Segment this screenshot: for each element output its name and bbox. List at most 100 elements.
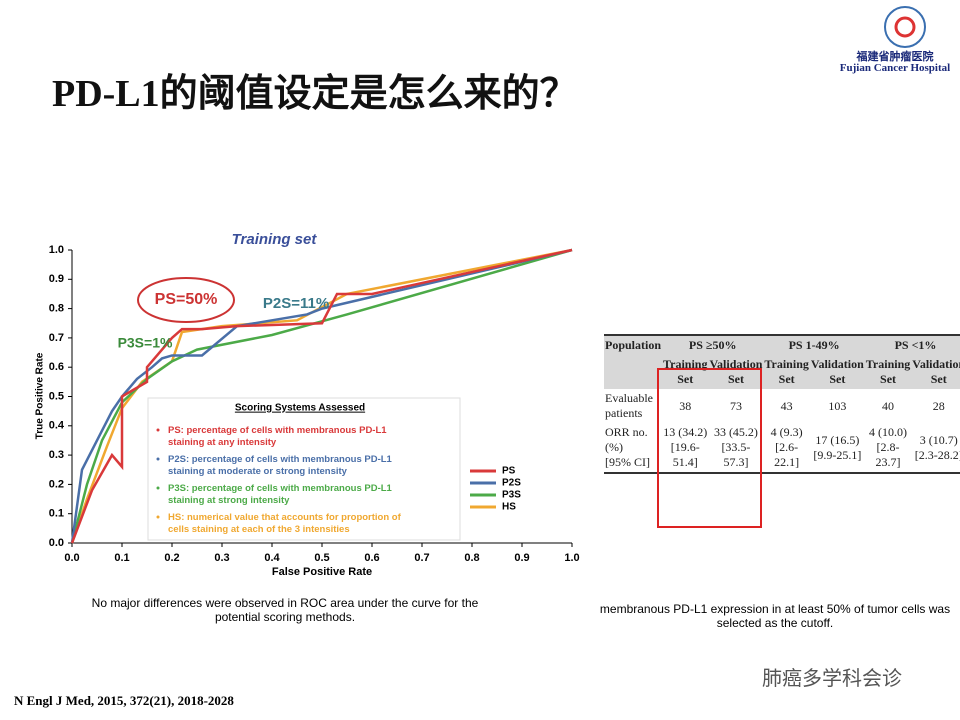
sub-header: Validation Set [809,355,865,389]
caption: No major differences were observed in RO… [91,596,479,624]
y-tick-label: 0.3 [49,449,64,461]
logo-icon [884,6,926,48]
cell-line: 4 (9.3) [770,425,803,439]
highlight-box [657,368,762,528]
row-label-line: [95% CI] [605,455,650,469]
x-tick-label: 0.1 [114,552,129,564]
watermark: 肺癌多学科会诊 [762,666,902,690]
table-cell: 73 [708,389,763,423]
y-tick-label: 1.0 [49,244,64,256]
cell-line: [2.6-22.1] [774,440,800,469]
cell-line: [33.5-57.3] [721,440,751,469]
cell-line: [9.9-25.1] [813,447,862,462]
cell-line: 17 (16.5) [815,432,860,447]
row-label: ORR no. (%) [95% CI] [604,423,662,473]
cell-line: 3 (10.7) [919,432,958,447]
y-tick-label: 0.8 [49,303,64,315]
cell-line: [2.3-28.2] [914,447,960,462]
y-tick-label: 0.4 [49,420,65,432]
cell-line: 103 [828,398,847,413]
sub-header: Training Set [662,355,709,389]
x-axis-label: False Positive Rate [272,566,372,578]
roc-line [70,248,573,544]
x-tick-label: 0.3 [214,552,229,564]
table-cell: 40 [865,389,911,423]
table-row: Training Set Validation Set Training Set Va… [604,355,960,389]
table-row: ORR no. (%) [95% CI] 13 (34.2) [19.6-51.4] 3… [604,423,960,473]
x-tick-label: 0.8 [464,552,479,564]
y-tick-label: 0.1 [49,508,64,520]
bullet [156,457,160,461]
x-tick-label: 0.4 [264,552,280,564]
bullet [156,515,160,519]
y-tick-label: 0.0 [49,537,64,549]
box-title: Scoring Systems Assessed [235,403,365,414]
table-cell: 4 (9.3) [2.6-22.1] [763,423,809,473]
table-cell: 13 (34.2) [19.6-51.4] [662,423,708,473]
group-header: PS <1% [864,335,960,355]
y-axis-label: True Positive Rate [35,352,46,439]
cell-line: 40 [882,398,895,413]
y-tick-label: 0.9 [49,273,64,285]
y-tick-label: 0.2 [49,478,64,490]
bullet [156,486,160,490]
row-label-line: Evaluable patients [605,391,653,420]
legend-label: P2S [502,478,521,489]
cell-line: 28 [932,398,945,413]
box-item: HS: numerical value that accounts for pr… [168,512,402,535]
cell-line: [19.6-51.4] [670,440,700,469]
table-row: Evaluable patients 38 73 43 103 40 28 [604,389,960,423]
x-tick-label: 0.2 [164,552,179,564]
box-item: P3S: percentage of cells with membranous… [168,483,393,506]
annotation: P3S=1% [118,335,173,351]
table-cell: 28 [911,389,960,423]
cell-line: [2.8-23.7] [875,440,901,469]
caption: membranous PD-L1 expression in at least … [599,602,951,630]
sub-header: Training Set [763,355,810,389]
x-tick-label: 0.7 [414,552,429,564]
bullet [156,428,160,432]
table-cell: 17 (16.5) [9.9-25.1] [810,423,865,473]
cell-line: 13 (34.2) [663,425,708,439]
table-cell: 33 (45.2) [33.5-57.3] [708,423,763,473]
row-label-line: ORR no. (%) [605,425,648,454]
cell-line: 43 [780,398,793,413]
x-tick-label: 0.5 [314,552,329,564]
legend-label: HS [502,502,516,513]
table-cell: 4 (10.0) [2.8-23.7] [865,423,911,473]
table-cell: 3 (10.7) [2.3-28.2] [911,423,960,473]
table-row: Population PS ≥50% PS 1-49% PS <1% [604,335,960,389]
x-tick-label: 0.9 [514,552,529,564]
group-header: PS 1-49% [763,335,865,355]
table-header: Population [604,335,663,389]
row-label: Evaluable patients [604,389,662,423]
cell-line: 38 [679,398,692,413]
logo-text: 福建省肿瘤医院 [856,50,934,63]
legend-label: PS [502,466,516,477]
sub-header: Validation Set [708,355,764,389]
box-item: P2S: percentage of cells with membranous… [168,454,393,477]
sub-header: Training Set [864,355,912,389]
x-tick-label: 0.6 [364,552,379,564]
citation: N Engl J Med, 2015, 372(21), 2018-2028 [14,693,234,708]
x-tick-label: 0.0 [64,552,79,564]
box-item: PS: percentage of cells with membranous … [168,425,387,448]
x-tick-label: 1.0 [564,552,579,564]
cell-line: 4 (10.0) [869,425,908,439]
y-tick-label: 0.6 [49,361,64,373]
roc-line [70,248,573,544]
table-cell: 103 [810,389,865,423]
cell-line: 33 (45.2) [713,425,758,439]
table-cell: 38 [662,389,708,423]
table-cell: 43 [763,389,809,423]
logo-text: Fujian Cancer Hospital [839,62,951,74]
chart-title: Training set [232,231,318,248]
results-table: Population PS ≥50% PS 1-49% PS <1% Training … [604,334,960,474]
sub-header: Validation Set [911,355,960,389]
slide-title: PD-L1的阈值设定是怎么来的？ [52,73,578,115]
y-tick-label: 0.5 [49,390,64,402]
annotation: PS=50% [155,291,218,308]
y-tick-label: 0.7 [49,332,64,344]
